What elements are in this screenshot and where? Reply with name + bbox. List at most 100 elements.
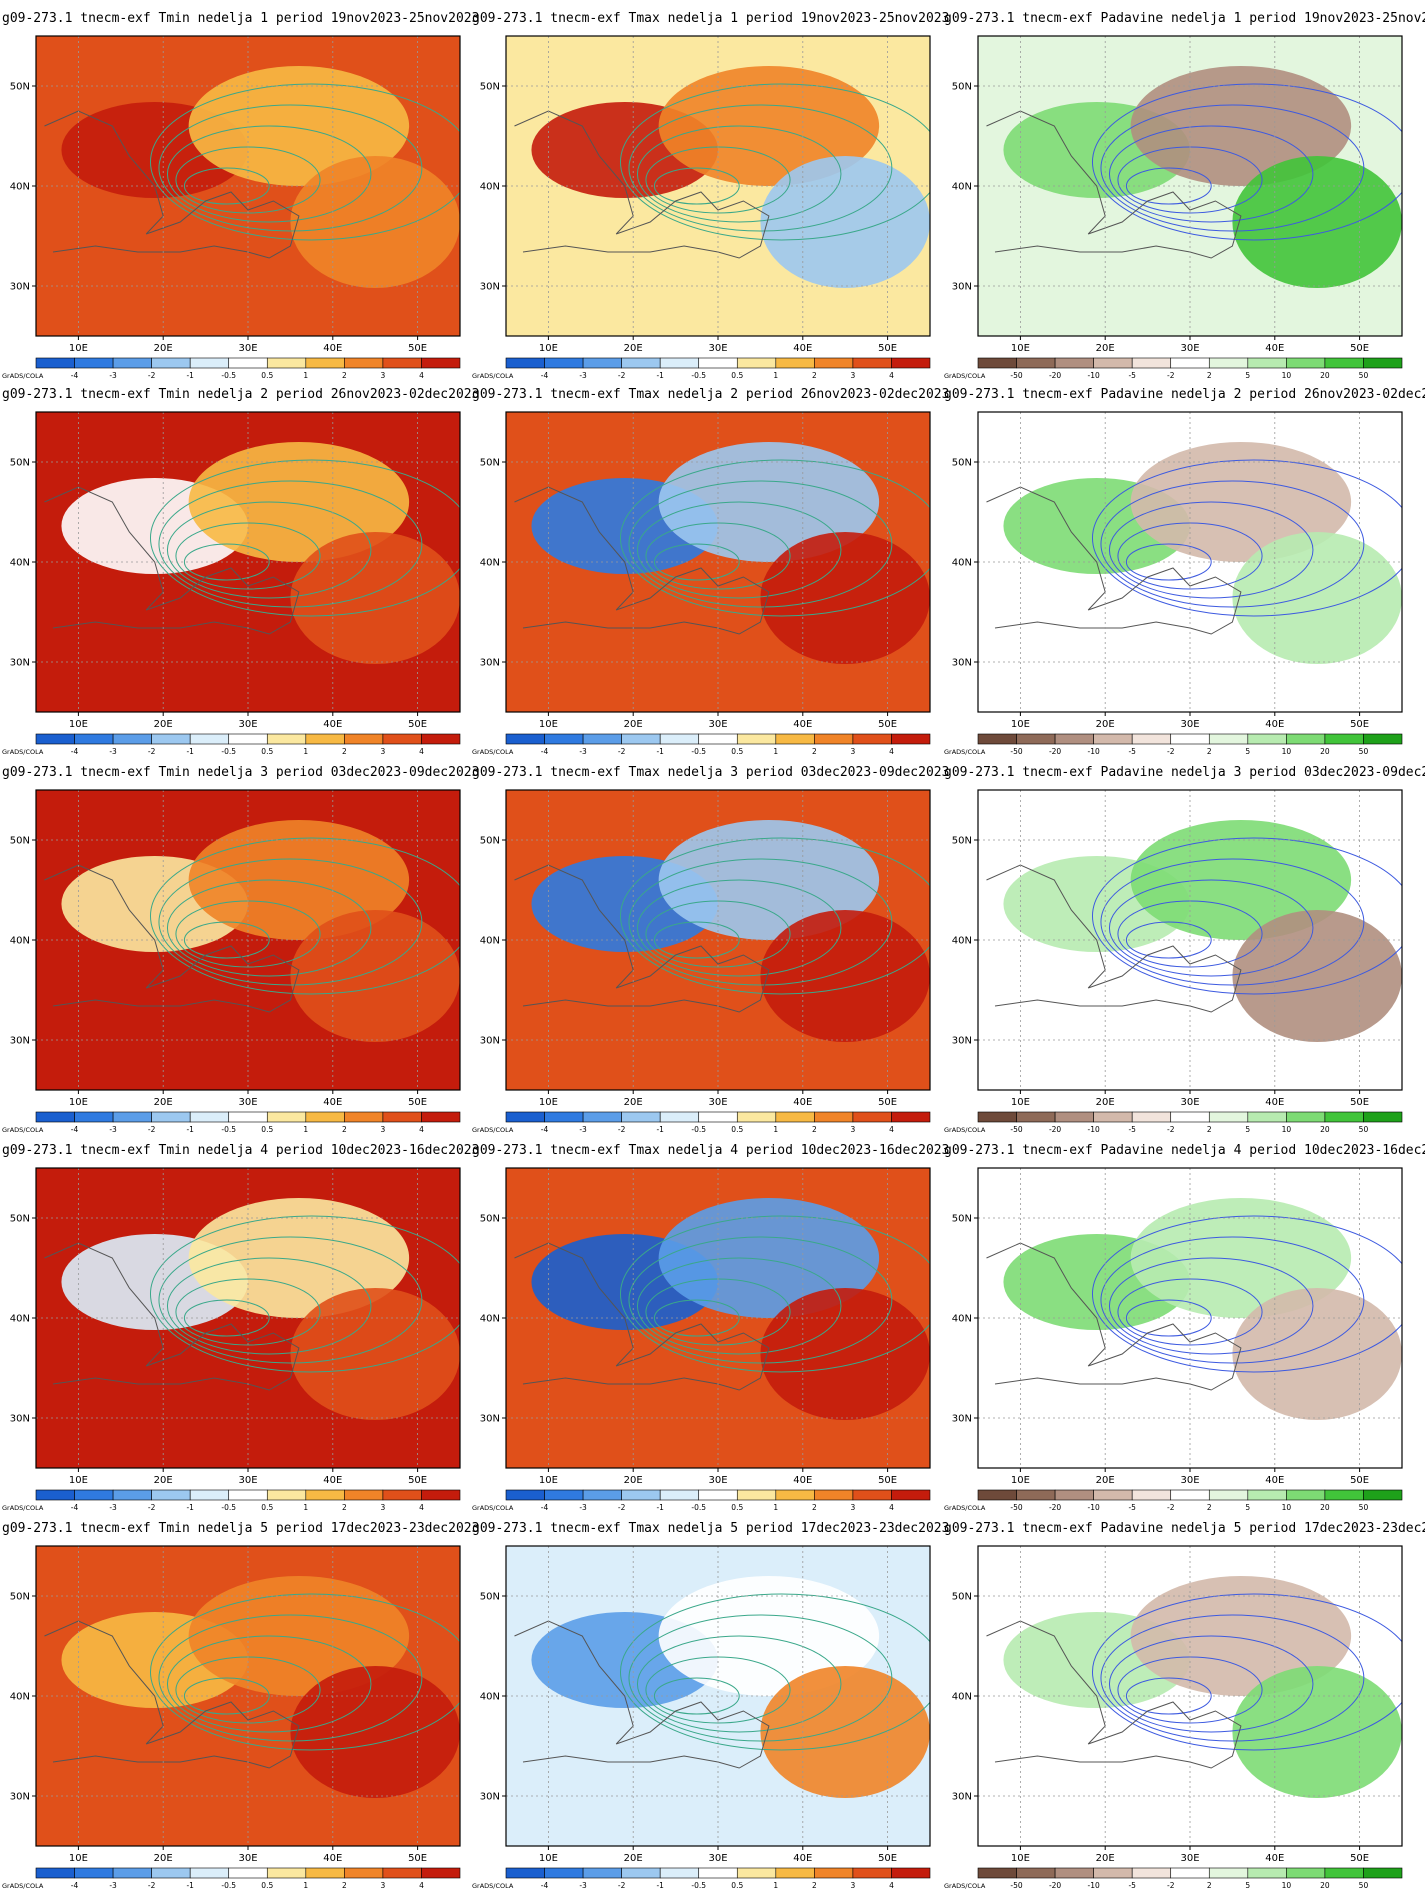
panel-title: g09-273.1 tnecm-exf Tmin nedelja 2 perio… <box>2 387 479 402</box>
contour-line <box>1108 879 1314 977</box>
panel-title: g09-273.1 tnecm-exf Tmin nedelja 4 perio… <box>2 1143 479 1158</box>
lat-tick-label: 30N <box>480 282 500 293</box>
coastline <box>986 1242 1242 1391</box>
colorbar-swatch <box>305 1111 345 1123</box>
colorbar-label: -50 <box>1010 747 1022 756</box>
colorbar-swatch <box>775 1867 815 1879</box>
colorbar: -4 -3 -2 -1 -0.5 0.5 1 2 3 4 <box>505 1111 931 1134</box>
colorbar-label: 0.5 <box>731 1503 743 1512</box>
contour-line <box>158 104 423 232</box>
lon-tick-label: 40E <box>323 1475 342 1486</box>
colorbar-swatch <box>382 1867 422 1879</box>
contour-line <box>628 1236 893 1364</box>
colorbar-label: 3 <box>381 1125 386 1134</box>
grads-label: GrADS/COLA <box>2 1882 44 1890</box>
colorbar-swatch <box>659 1111 700 1123</box>
field-anomaly-region <box>658 820 880 940</box>
colorbar-label: 2 <box>1207 1503 1212 1512</box>
colorbar-swatch <box>112 1111 152 1123</box>
colorbar-swatch <box>698 1489 738 1501</box>
map-field <box>506 790 930 1090</box>
lon-tick-label: 30E <box>238 1853 257 1864</box>
colorbar-swatch <box>1324 1111 1364 1123</box>
colorbar-swatch <box>1286 1867 1326 1879</box>
contour-line <box>1100 104 1365 232</box>
colorbar-swatch <box>852 733 892 745</box>
contour-line <box>620 837 930 995</box>
lat-tick-label: 50N <box>480 836 500 847</box>
panel-title: g09-273.1 tnecm-exf Tmax nedelja 1 perio… <box>472 11 949 26</box>
grads-label: GrADS/COLA <box>2 1126 44 1134</box>
contour-line <box>150 83 460 241</box>
colorbar-label: -0.5 <box>691 1125 706 1134</box>
colorbar-label: 4 <box>889 1503 894 1512</box>
contour-line <box>628 480 893 608</box>
lon-tick-label: 10E <box>69 1475 88 1486</box>
field-anomaly-region <box>290 532 460 664</box>
colorbar-swatch <box>977 733 1017 745</box>
colorbar-label: 2 <box>342 747 347 756</box>
field-anomaly-region <box>1130 1576 1352 1696</box>
colorbar-label: 3 <box>851 1125 856 1134</box>
colorbar-swatch <box>266 1111 307 1123</box>
contour-line <box>653 921 740 959</box>
colorbar-swatch <box>305 357 345 369</box>
panel-title: g09-273.1 tnecm-exf Tmin nedelja 3 perio… <box>2 765 479 780</box>
colorbar-label: 2 <box>1207 1881 1212 1890</box>
contour-line <box>150 1215 460 1373</box>
colorbar-swatch <box>1208 1489 1249 1501</box>
colorbar-label: -0.5 <box>221 371 236 380</box>
colorbar-swatch <box>621 733 661 745</box>
colorbar-swatch <box>736 1867 777 1879</box>
contour-line <box>166 879 372 977</box>
colorbar-swatch <box>736 733 777 745</box>
lon-tick-label: 30E <box>238 1097 257 1108</box>
map-panel-week1-tmax: g09-273.1 tnecm-exf Tmax nedelja 1 perio… <box>472 11 949 380</box>
contour-line <box>158 858 423 986</box>
colorbar-label: 0.5 <box>731 747 743 756</box>
colorbar-label: -2 <box>148 747 156 756</box>
lat-tick-label: 40N <box>10 936 30 947</box>
colorbar-swatch <box>505 1867 545 1879</box>
colorbar-label: -4 <box>71 747 79 756</box>
colorbar-label: -0.5 <box>221 1881 236 1890</box>
colorbar-label: 5 <box>1245 1503 1250 1512</box>
coastline <box>44 110 300 259</box>
colorbar-swatch <box>544 1489 584 1501</box>
colorbar-label: 50 <box>1359 747 1369 756</box>
lon-tick-label: 40E <box>323 343 342 354</box>
grads-label: GrADS/COLA <box>472 372 514 380</box>
contour-line <box>1125 543 1212 581</box>
lat-tick-label: 30N <box>480 1036 500 1047</box>
lat-tick-label: 40N <box>952 182 972 193</box>
colorbar: -4 -3 -2 -1 -0.5 0.5 1 2 3 4 <box>35 733 461 756</box>
grads-label: GrADS/COLA <box>472 1504 514 1512</box>
lat-tick-label: 30N <box>10 658 30 669</box>
colorbar-swatch <box>1170 357 1210 369</box>
colorbar-swatch <box>151 1489 191 1501</box>
colorbar-swatch <box>775 733 815 745</box>
colorbar-label: -2 <box>148 371 156 380</box>
colorbar-label: -1 <box>656 1881 664 1890</box>
lat-tick-label: 40N <box>480 182 500 193</box>
contour-line <box>628 858 893 986</box>
colorbar-swatch <box>74 1489 114 1501</box>
colorbar-swatch <box>1054 733 1094 745</box>
colorbar-swatch <box>74 357 114 369</box>
colorbar-label: -3 <box>579 1881 587 1890</box>
panel-title: g09-273.1 tnecm-exf Padavine nedelja 2 p… <box>944 387 1425 402</box>
map-field <box>978 1168 1402 1468</box>
contour-line <box>1108 501 1314 599</box>
colorbar-label: 50 <box>1359 1125 1369 1134</box>
colorbar-label: 0.5 <box>731 1881 743 1890</box>
colorbar-swatch <box>852 1867 892 1879</box>
colorbar-swatch <box>112 357 152 369</box>
lon-tick-label: 10E <box>1011 1475 1030 1486</box>
lat-tick-label: 50N <box>952 1214 972 1225</box>
lat-tick-label: 50N <box>952 82 972 93</box>
colorbar-swatch <box>505 733 545 745</box>
lon-tick-label: 20E <box>624 1097 643 1108</box>
colorbar-swatch <box>1208 733 1249 745</box>
colorbar-label: 3 <box>851 1881 856 1890</box>
map-panel-week5-tmin: g09-273.1 tnecm-exf Tmin nedelja 5 perio… <box>2 1521 479 1890</box>
